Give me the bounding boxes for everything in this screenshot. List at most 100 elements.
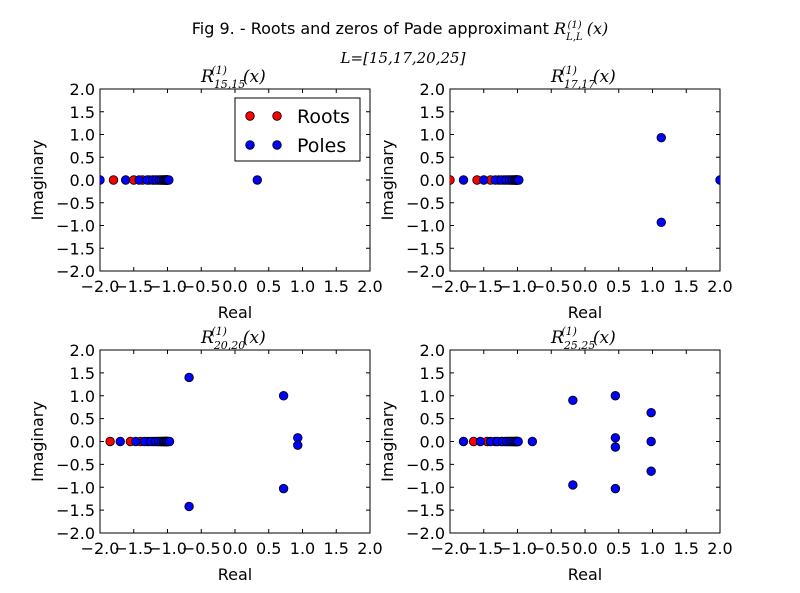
subplot-title-sub: 25,25 <box>563 339 596 352</box>
x-tick-label: 2.0 <box>707 539 732 558</box>
pole-marker <box>252 175 262 185</box>
y-tick-label: −0.5 <box>56 455 95 474</box>
pole-marker <box>479 175 489 185</box>
x-tick-label: 1.5 <box>324 277 349 296</box>
subplot-title-sub: 20,20 <box>213 339 246 352</box>
markers <box>105 372 303 512</box>
y-axis-label: Imaginary <box>28 140 47 221</box>
x-tick-label: −0.5 <box>182 277 221 296</box>
figure-subtitle: L=[15,17,20,25] <box>340 49 466 67</box>
y-tick-label: −1.0 <box>56 217 95 236</box>
x-tick-label: 1.5 <box>324 539 349 558</box>
y-tick-label: −1.0 <box>406 217 445 236</box>
x-tick-label: 0.5 <box>256 277 281 296</box>
x-axis-label: Real <box>218 565 253 584</box>
y-tick-label: −2.0 <box>406 524 445 543</box>
subplot-title-sub: 15,15 <box>214 78 246 91</box>
pole-marker <box>656 217 666 228</box>
legend-box <box>234 97 361 162</box>
legend-marker <box>245 111 255 121</box>
pole-marker <box>120 175 131 185</box>
pole-marker <box>514 175 524 185</box>
legend-marker <box>245 140 255 150</box>
pole-marker <box>610 391 621 401</box>
figure-title-arg: (x) <box>587 19 609 38</box>
y-tick-label: 1.5 <box>70 364 95 383</box>
figure-title-sub: L,L <box>565 32 583 43</box>
x-tick-label: 2.0 <box>357 277 382 296</box>
pole-marker <box>715 175 720 185</box>
figure-title-sup: (1) <box>568 20 582 31</box>
pole-marker <box>513 436 523 447</box>
y-tick-label: −1.0 <box>56 478 95 497</box>
pole-marker <box>568 480 578 490</box>
figure-title-math: R <box>553 19 566 38</box>
x-tick-label: 0.5 <box>606 277 631 296</box>
subplot-title: R25,25(1) (x) <box>550 325 616 352</box>
x-tick-label: 0.0 <box>572 539 597 558</box>
x-tick-label: −0.5 <box>532 277 571 296</box>
subplot-2: −2.0−1.5−1.0−0.5 0.0 0.5 1.0 1.5 2.02.01.51.0… <box>378 64 733 322</box>
subplot-grid: −2.0−1.5−1.0−0.5 0.0 0.5 1.0 1.5 2.02.01.51.0… <box>28 64 733 584</box>
x-tick-label: 1.5 <box>674 277 699 296</box>
x-tick-label: −1.0 <box>148 277 187 296</box>
pole-marker <box>646 407 656 418</box>
subplot-title: R15,15(1) (x) <box>200 64 266 91</box>
y-tick-label: −1.5 <box>406 239 445 258</box>
figure-title-text: Fig 9. - Roots and zeros of Pade approxi… <box>192 19 554 38</box>
subplot-title-sub: 17,17 <box>564 78 596 91</box>
y-tick-label: 0.5 <box>70 410 95 429</box>
pole-marker <box>646 436 656 447</box>
subplot-4: −2.0−1.5−1.0−0.5 0.0 0.5 1.0 1.5 2.02.01.51.0… <box>378 325 733 584</box>
subplot-3: −2.0−1.5−1.0−0.5 0.0 0.5 1.0 1.5 2.02.01.51.0… <box>28 325 383 584</box>
x-tick-label: −2.0 <box>431 277 470 296</box>
x-tick-label: 2.0 <box>357 539 382 558</box>
pole-marker <box>164 436 175 447</box>
legend: Roots Poles <box>234 97 361 162</box>
x-tick-label: −1.0 <box>498 277 537 296</box>
x-tick-label: 0.0 <box>572 277 597 296</box>
y-tick-label: −2.0 <box>56 524 95 543</box>
pole-marker <box>134 175 144 185</box>
subplot-title-sup: (1) <box>561 325 577 338</box>
markers <box>100 175 262 185</box>
subplot-title-arg: (x) <box>593 67 616 87</box>
pole-marker <box>475 436 486 447</box>
pole-marker <box>458 175 469 185</box>
root-marker <box>108 175 119 185</box>
x-tick-label: −2.0 <box>81 539 120 558</box>
x-tick-label: 1.0 <box>290 539 315 558</box>
pole-marker <box>656 132 666 143</box>
x-tick-label: −0.5 <box>182 539 221 558</box>
pole-marker <box>278 483 289 494</box>
y-tick-label: 2.0 <box>420 80 445 99</box>
x-axis-label: Real <box>568 565 603 584</box>
y-axis-label: Imaginary <box>378 140 397 221</box>
x-tick-label: 0.0 <box>222 277 247 296</box>
subplot-title-arg: (x) <box>243 328 266 348</box>
y-tick-label: −0.5 <box>406 194 445 213</box>
figure-title: Fig 9. - Roots and zeros of Pade approxi… <box>192 19 608 43</box>
y-tick-label: −0.5 <box>406 455 445 474</box>
subplot-title: R20,20(1) (x) <box>200 325 266 352</box>
pole-marker <box>164 175 174 185</box>
y-tick-label: 0.0 <box>420 171 445 190</box>
x-tick-label: 2.0 <box>707 277 732 296</box>
x-tick-label: 1.0 <box>640 539 665 558</box>
legend-marker <box>272 111 282 121</box>
subplot-title-sup: (1) <box>211 64 227 77</box>
pole-marker <box>184 372 194 383</box>
subplot-title-base: R <box>550 328 564 348</box>
pole-marker <box>293 440 303 450</box>
y-tick-label: 0.5 <box>420 410 445 429</box>
y-tick-label: −2.0 <box>56 262 95 281</box>
x-tick-label: 1.0 <box>640 277 665 296</box>
markers <box>458 391 656 494</box>
x-tick-label: −1.0 <box>148 539 187 558</box>
x-axis-label: Real <box>568 303 603 322</box>
y-tick-label: 0.5 <box>70 148 95 167</box>
legend-label: Roots <box>297 106 350 128</box>
pole-marker <box>568 395 578 406</box>
pole-marker <box>610 483 621 494</box>
